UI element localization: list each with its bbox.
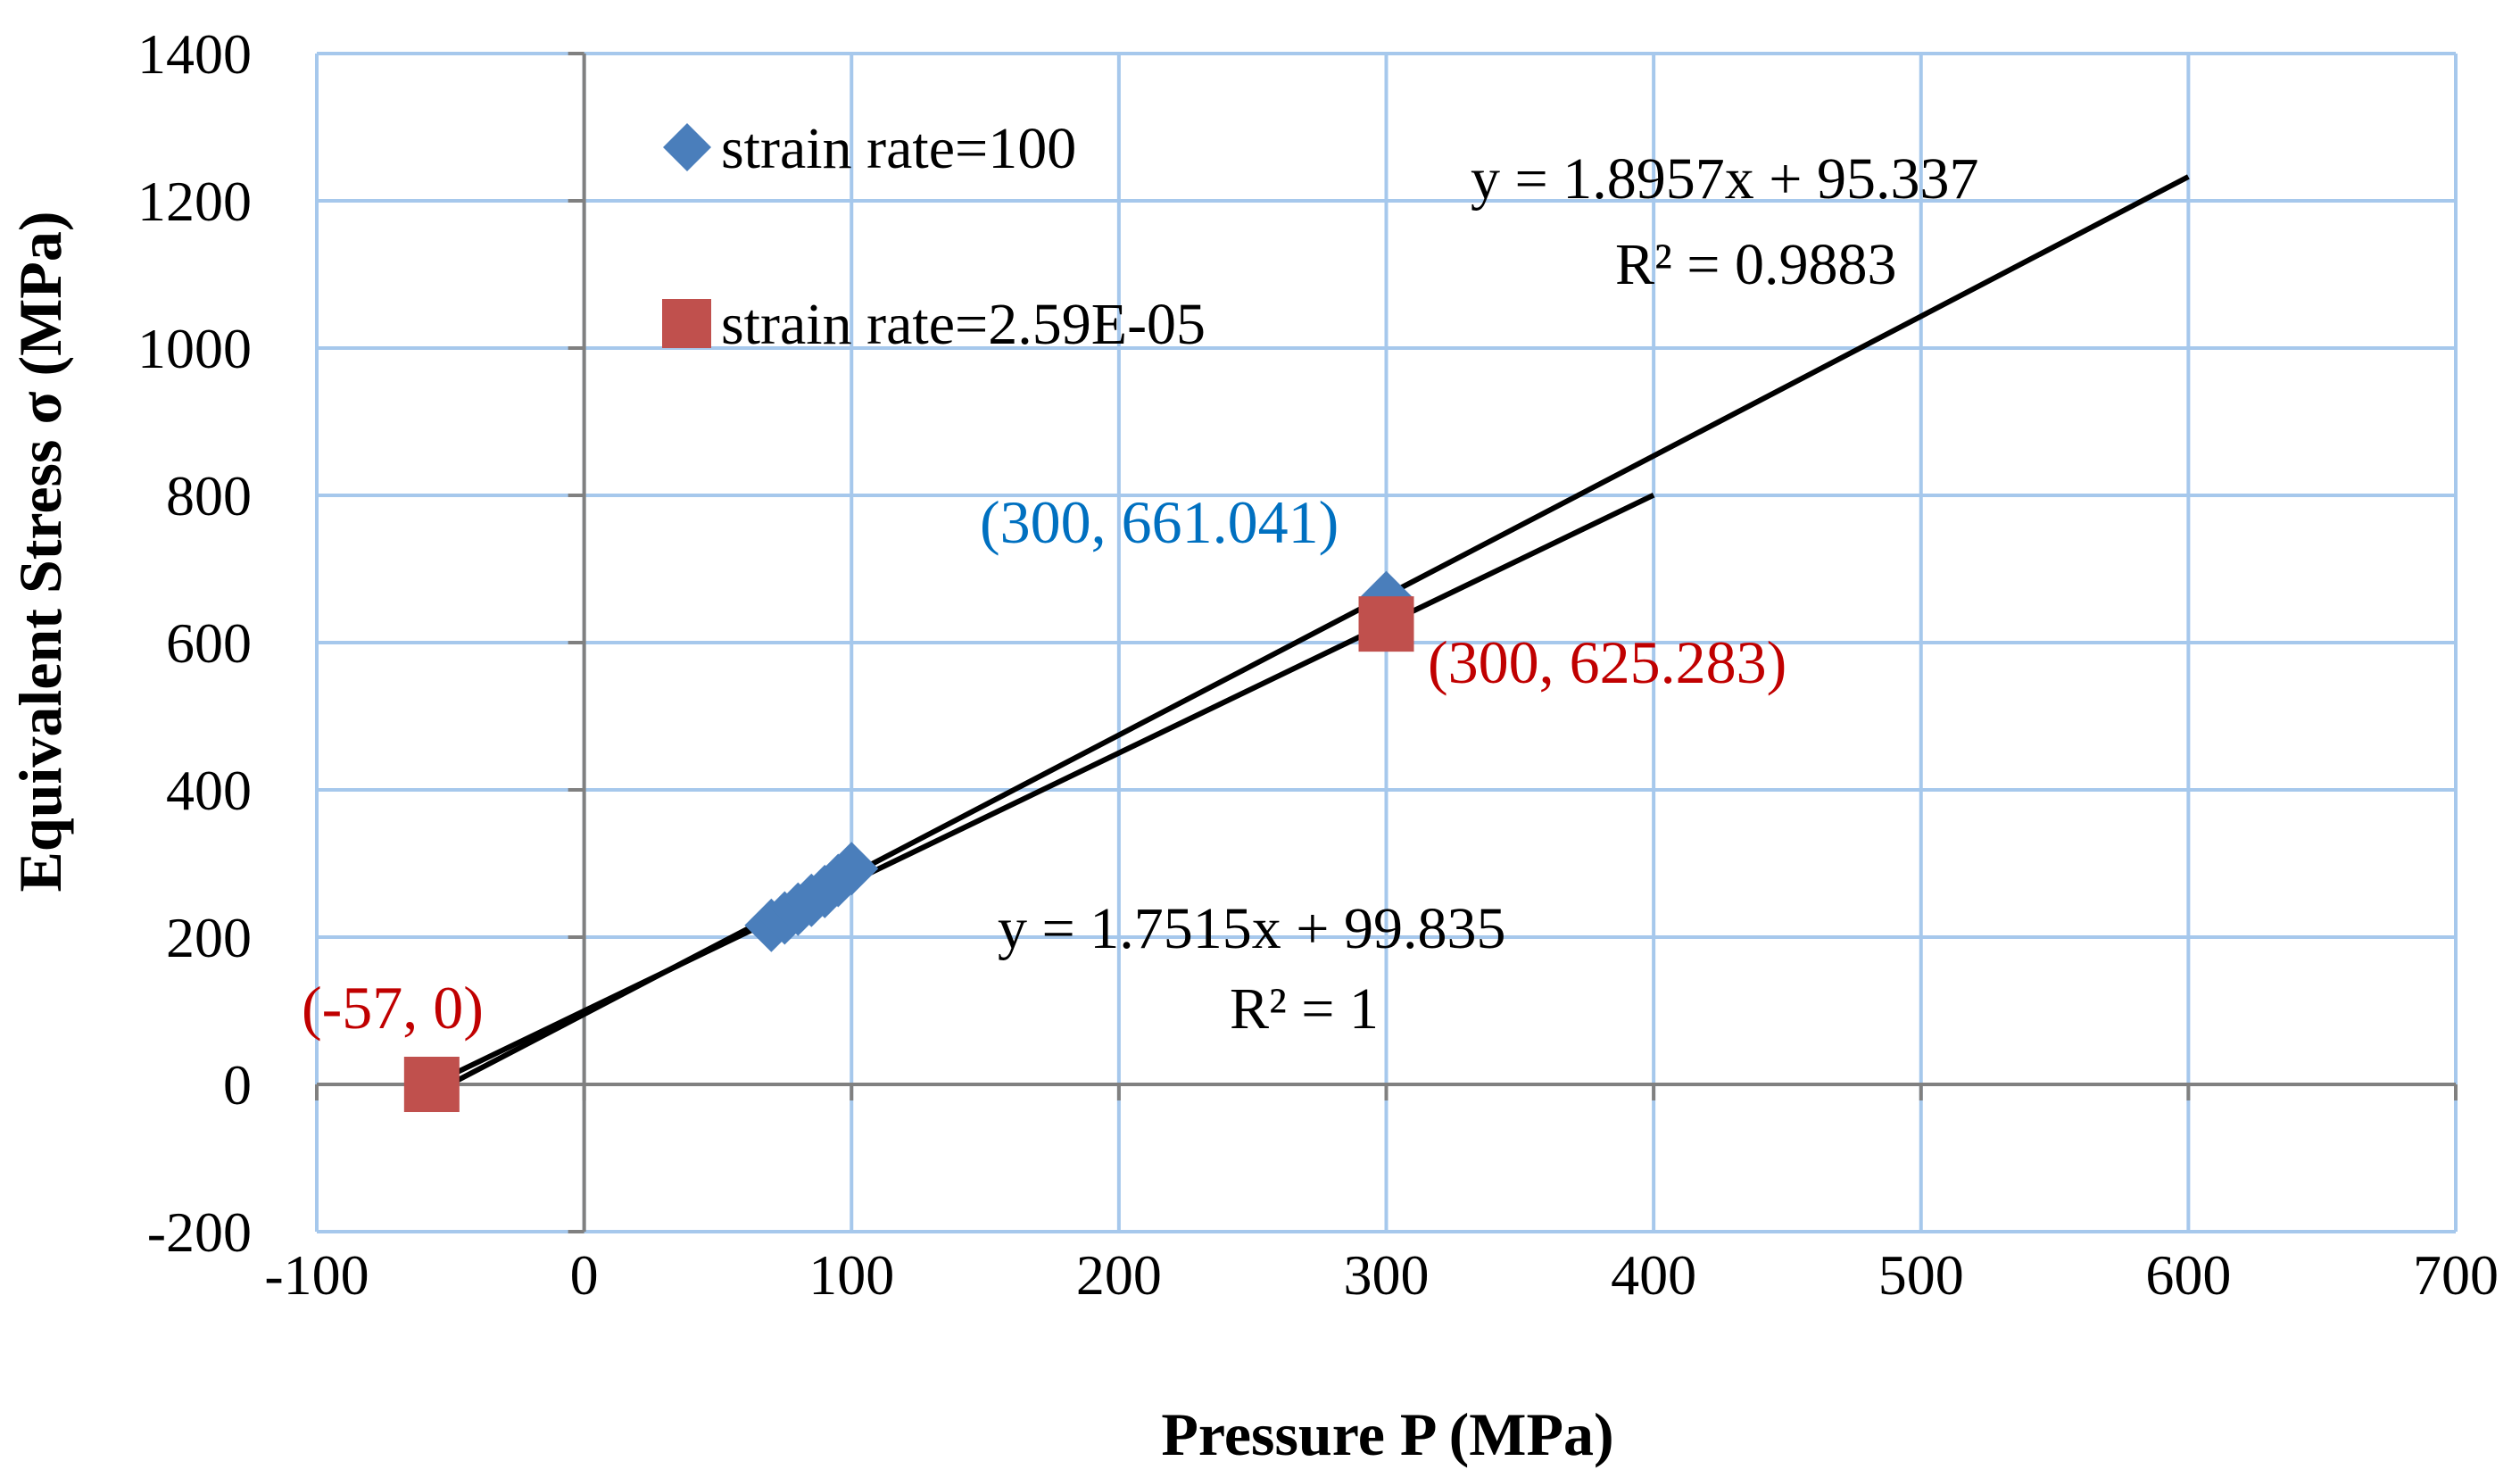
x-axis-title: Pressure P (MPa) bbox=[1161, 1400, 1613, 1468]
y-tick-label: 400 bbox=[166, 759, 252, 822]
y-tick-label: 1000 bbox=[137, 317, 252, 380]
x-tick-labels: -100 0 100 200 300 400 500 600 700 bbox=[264, 1243, 2499, 1307]
y-tick-label: -200 bbox=[147, 1200, 252, 1264]
trendline-2 bbox=[430, 492, 1655, 1087]
x-tick-label: 700 bbox=[2413, 1243, 2499, 1307]
y-tick-label: 200 bbox=[166, 906, 252, 969]
legend-diamond-marker bbox=[663, 123, 711, 171]
x-tick-label: 100 bbox=[808, 1243, 894, 1307]
y-tick-label: 0 bbox=[223, 1053, 252, 1117]
legend: strain rate=100 strain rate=2.59E-05 bbox=[662, 116, 1206, 357]
annotation-blue-300: (300, 661.041) bbox=[980, 488, 1339, 556]
trendline-2-equation: y = 1.7515x + 99.835 bbox=[998, 896, 1505, 961]
x-tick-label: 300 bbox=[1344, 1243, 1430, 1307]
x-tick-label: 500 bbox=[1878, 1243, 1964, 1307]
trendlines bbox=[430, 174, 2190, 1097]
annotation-red-300: (300, 625.283) bbox=[1428, 628, 1786, 696]
data-point-square bbox=[1358, 596, 1414, 652]
x-tick-label: 0 bbox=[570, 1243, 599, 1307]
y-tick-label: 800 bbox=[166, 464, 252, 527]
annotation-red-neg57: (-57, 0) bbox=[302, 974, 484, 1042]
trendline-1-equation: y = 1.8957x + 95.337 bbox=[1471, 146, 1978, 212]
y-tick-labels: -200 0 200 400 600 800 1000 1200 1400 bbox=[137, 22, 252, 1264]
legend-label-series-1: strain rate=100 bbox=[721, 116, 1076, 181]
y-tick-label: 600 bbox=[166, 611, 252, 675]
data-point-diamond bbox=[825, 842, 879, 896]
axes bbox=[315, 52, 2458, 1233]
y-tick-label: 1400 bbox=[137, 22, 252, 86]
x-tick-label: 600 bbox=[2145, 1243, 2231, 1307]
trendline-1-r2: R² = 0.9883 bbox=[1615, 232, 1897, 297]
legend-square-marker bbox=[662, 299, 711, 348]
x-tick-label: 400 bbox=[1611, 1243, 1696, 1307]
data-point-square bbox=[403, 1057, 460, 1112]
y-axis-title: Equivalent Stress σ (MPa) bbox=[6, 212, 74, 893]
legend-label-series-2: strain rate=2.59E-05 bbox=[721, 292, 1206, 357]
trendline-2-r2: R² = 1 bbox=[1230, 976, 1379, 1042]
data-points bbox=[403, 570, 1414, 1112]
x-tick-label: 200 bbox=[1076, 1243, 1162, 1307]
x-tick-label: -100 bbox=[264, 1243, 369, 1307]
y-tick-label: 1200 bbox=[137, 170, 252, 233]
